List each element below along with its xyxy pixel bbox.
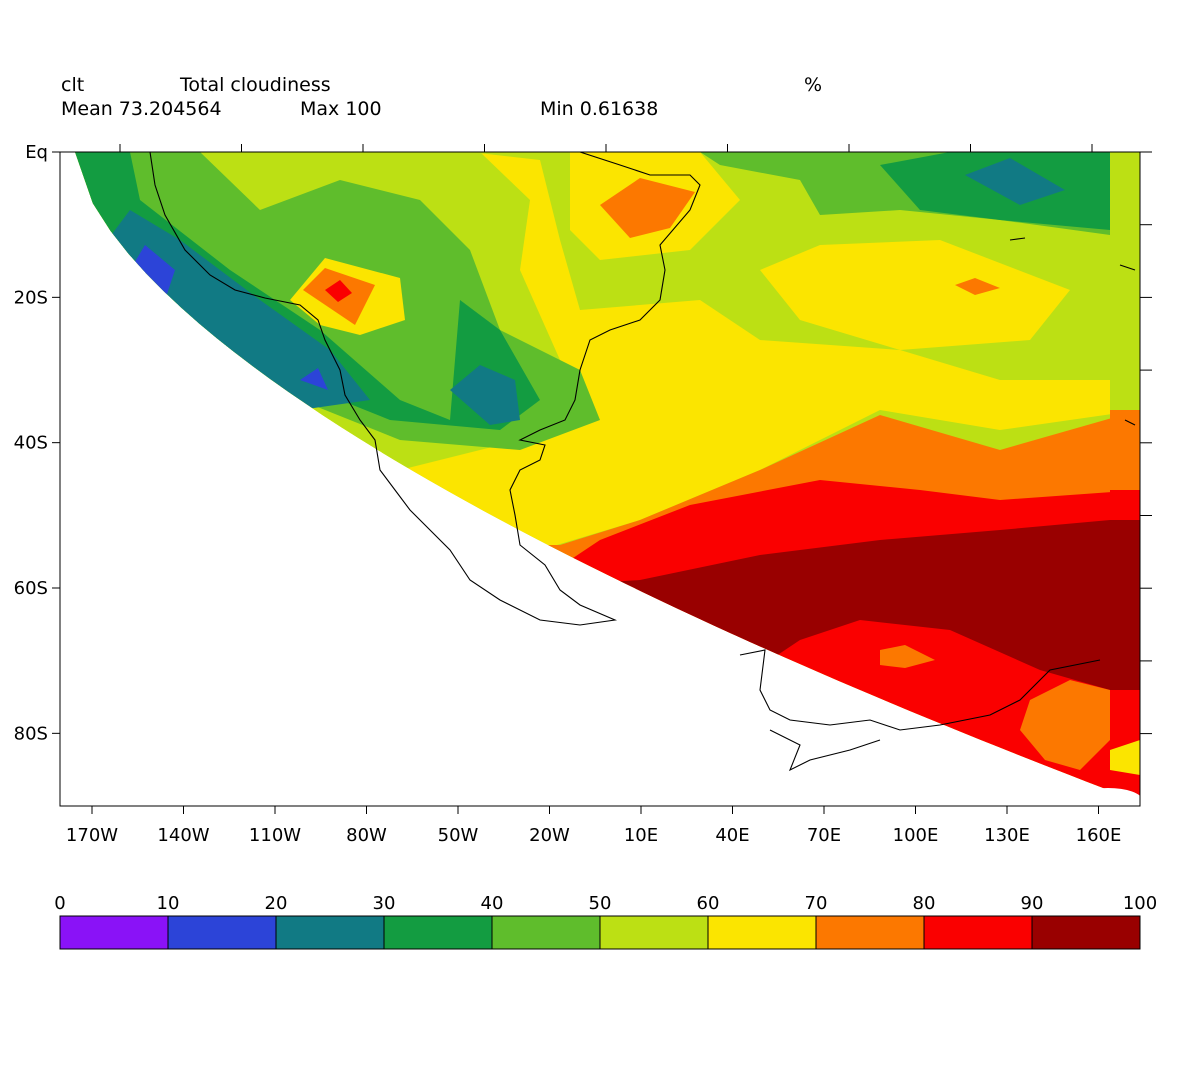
colorbar-swatch xyxy=(707,915,817,950)
lon-tick-label: 50W xyxy=(438,825,479,846)
colorbar-label: 70 xyxy=(805,893,828,914)
colorbar: 0 10 20 30 40 50 60 70 80 90 100 xyxy=(54,893,1157,950)
colorbar-swatch xyxy=(383,915,493,950)
lon-tick-label: 80W xyxy=(346,825,387,846)
colorbar-label: 90 xyxy=(1021,893,1044,914)
contour-band-80-90-ross xyxy=(1020,680,1110,770)
contour-band-80-90-antarctic xyxy=(880,645,935,668)
colorbar-label: 50 xyxy=(589,893,612,914)
antarctica-coast xyxy=(739,649,1101,731)
lat-tick-label: 40S xyxy=(14,433,48,454)
colorbar-swatch xyxy=(1031,915,1141,950)
colorbar-swatch xyxy=(59,915,169,950)
colorbar-label: 40 xyxy=(481,893,504,914)
lon-tick-label: 100E xyxy=(893,825,939,846)
colorbar-label: 20 xyxy=(265,893,288,914)
contour-band-30-40-central xyxy=(450,365,520,425)
colorbar-label: 60 xyxy=(697,893,720,914)
contour-band-30-40-west xyxy=(100,210,370,410)
contour-band-70-80-edge xyxy=(1110,740,1140,775)
colorbar-label: 80 xyxy=(913,893,936,914)
colorbar-label: 10 xyxy=(157,893,180,914)
lon-tick-label: 70E xyxy=(807,825,841,846)
contour-band-30-40-east xyxy=(965,158,1065,205)
lon-tick-label: 130E xyxy=(984,825,1030,846)
lon-tick-label: 110W xyxy=(249,825,301,846)
lat-tick-label: 80S xyxy=(14,723,48,744)
longitude-axis: 170W 140W 110W 80W 50W 20W 10E 40E 70E 100E 130E 16… xyxy=(66,144,1121,846)
mean-stat: Mean 73.204564 xyxy=(61,98,222,120)
lon-tick-label: 140W xyxy=(157,825,209,846)
contour-fill-layer xyxy=(75,152,1140,806)
antarctic-peninsula-coast xyxy=(769,729,881,772)
contour-band-90-100-hot xyxy=(325,280,352,302)
lon-tick-label: 10E xyxy=(624,825,658,846)
contour-band-20-30-west xyxy=(130,245,175,300)
lon-tick-label: 160E xyxy=(1076,825,1122,846)
lon-tick-label: 20W xyxy=(529,825,570,846)
coastlines xyxy=(149,152,1136,772)
colorbar-swatch xyxy=(275,915,385,950)
colorbar-swatch xyxy=(491,915,601,950)
units-label: % xyxy=(804,74,823,96)
missing-data-pole xyxy=(1074,788,1140,806)
variable-long-name: Total cloudiness xyxy=(180,74,331,96)
lon-tick-label: 40E xyxy=(715,825,749,846)
contour-band-20-30-small xyxy=(300,368,328,390)
plot-frame xyxy=(59,151,1141,807)
colorbar-swatch xyxy=(599,915,709,950)
lat-tick-label: 60S xyxy=(14,578,48,599)
colorbar-swatch xyxy=(923,915,1033,950)
contour-band-70-80-east xyxy=(760,240,1070,350)
lat-tick-label: Eq xyxy=(25,142,48,163)
lat-tick-label: 20S xyxy=(14,287,48,308)
south-america-coast xyxy=(149,152,701,626)
contour-band-80-90-east xyxy=(955,278,1000,295)
min-stat: Min 0.61638 xyxy=(540,98,659,120)
colorbar-label: 100 xyxy=(1123,893,1157,914)
colorbar-label: 30 xyxy=(373,893,396,914)
latitude-axis: Eq 20S 40S 60S 80S xyxy=(14,142,1152,744)
colorbar-swatch xyxy=(167,915,277,950)
max-stat: Max 100 xyxy=(300,98,382,120)
colorbar-swatch xyxy=(815,915,925,950)
colorbar-label: 0 xyxy=(54,893,65,914)
lon-tick-label: 170W xyxy=(66,825,118,846)
variable-name: clt xyxy=(61,74,85,96)
